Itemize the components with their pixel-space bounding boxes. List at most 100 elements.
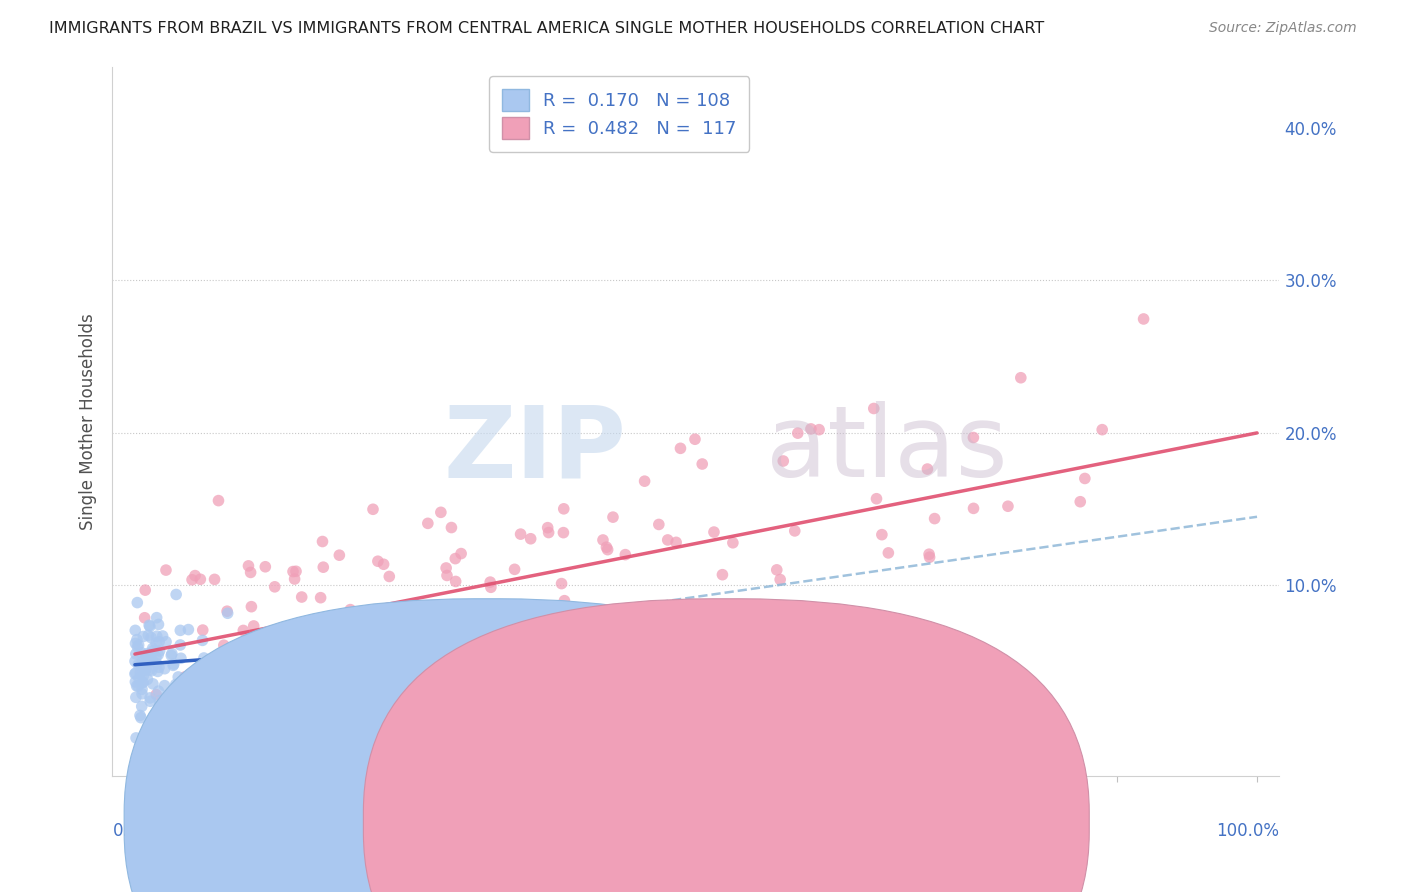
Point (602, 510, 624, 524)
Point (311, 534, 333, 549)
Point (648, 517, 671, 532)
Point (138, 650, 160, 665)
Point (145, 610, 167, 624)
Point (125, 647, 148, 661)
Point (997, 500, 1019, 514)
Point (239, 661, 262, 675)
Point (675, 601, 697, 615)
Point (128, 638, 150, 652)
Point (129, 665, 152, 680)
Point (409, 657, 432, 671)
Point (339, 602, 361, 616)
Point (322, 636, 344, 650)
Point (217, 607, 239, 621)
Point (537, 525, 560, 540)
Point (312, 560, 335, 574)
Point (181, 573, 204, 587)
Point (434, 561, 457, 575)
Point (378, 569, 401, 583)
Point (509, 527, 531, 541)
Point (125, 690, 148, 705)
Point (136, 647, 159, 661)
Point (148, 617, 170, 632)
Point (683, 432, 706, 446)
Point (924, 511, 946, 525)
Point (163, 657, 186, 672)
Point (266, 623, 288, 637)
Point (124, 624, 146, 638)
Point (800, 422, 823, 436)
Point (131, 675, 153, 690)
Point (665, 535, 688, 549)
Point (127, 596, 149, 610)
Point (170, 651, 193, 665)
Point (918, 547, 941, 561)
Point (195, 661, 218, 675)
Point (271, 661, 294, 675)
Point (263, 580, 285, 594)
Point (503, 610, 526, 624)
Point (430, 505, 453, 519)
Point (232, 624, 254, 638)
Point (633, 474, 655, 488)
Point (783, 524, 806, 538)
Point (243, 630, 266, 644)
Point (217, 604, 239, 618)
Point (145, 717, 167, 731)
Point (139, 694, 162, 708)
Point (184, 568, 207, 582)
Point (163, 684, 186, 698)
Point (195, 685, 218, 699)
Point (398, 615, 420, 630)
Point (962, 501, 984, 516)
Point (599, 616, 621, 631)
Point (232, 648, 254, 662)
Point (131, 655, 153, 669)
Point (404, 634, 426, 648)
Point (232, 670, 254, 684)
Point (172, 682, 194, 697)
Point (595, 540, 617, 554)
Point (152, 629, 174, 643)
Point (479, 580, 502, 594)
Text: 0.0%: 0.0% (112, 822, 155, 840)
Point (240, 599, 263, 614)
Point (135, 649, 157, 664)
Point (125, 679, 148, 693)
Point (128, 672, 150, 686)
Point (212, 638, 235, 652)
Text: IMMIGRANTS FROM BRAZIL VS IMMIGRANTS FROM CENTRAL AMERICA SINGLE MOTHER HOUSEHOL: IMMIGRANTS FROM BRAZIL VS IMMIGRANTS FRO… (49, 21, 1045, 36)
Point (124, 674, 146, 689)
Point (772, 454, 794, 468)
Point (200, 678, 222, 692)
Point (596, 542, 619, 557)
Point (786, 426, 808, 441)
Point (697, 619, 720, 633)
Point (148, 648, 170, 662)
Point (769, 573, 792, 587)
Point (277, 672, 299, 686)
Point (218, 652, 240, 666)
Point (254, 559, 277, 574)
Point (401, 614, 423, 628)
Point (188, 692, 211, 706)
Point (204, 682, 226, 697)
Point (204, 573, 226, 587)
Point (153, 662, 176, 676)
Point (217, 662, 239, 676)
Point (145, 636, 167, 650)
Point (125, 731, 148, 745)
Text: ZIP: ZIP (443, 401, 626, 499)
Point (214, 648, 236, 663)
Point (191, 633, 214, 648)
FancyBboxPatch shape (124, 599, 851, 892)
Point (352, 679, 374, 693)
Legend: R =  0.170   N = 108, R =  0.482   N =  117: R = 0.170 N = 108, R = 0.482 N = 117 (489, 76, 749, 152)
Point (131, 646, 153, 660)
Text: 100.0%: 100.0% (1216, 822, 1279, 840)
Point (238, 558, 260, 573)
Point (138, 618, 160, 632)
Point (257, 643, 280, 657)
Point (592, 533, 614, 547)
Point (139, 619, 162, 633)
